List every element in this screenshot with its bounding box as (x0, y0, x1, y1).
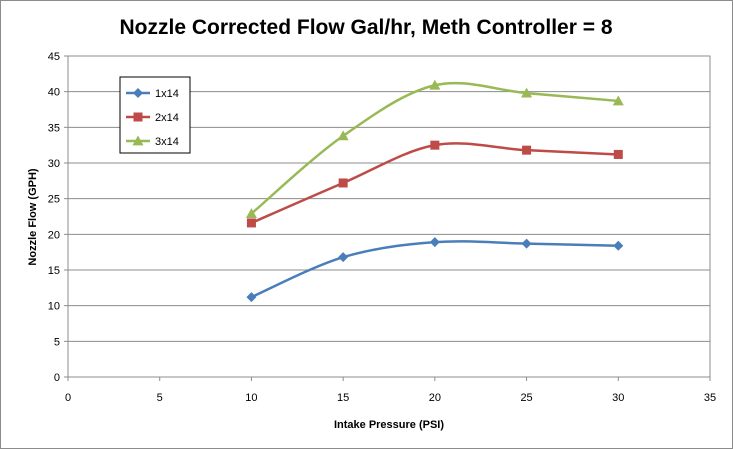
legend-entry: 2x14 (126, 112, 179, 124)
y-tick-label: 5 (54, 336, 60, 348)
data-point (338, 252, 349, 263)
legend-marker (133, 112, 143, 122)
data-point (430, 140, 440, 150)
legend-entry: 3x14 (126, 135, 179, 148)
y-tick-label: 30 (48, 158, 60, 170)
data-point (338, 178, 348, 188)
axis-ticks: 0 5 10 15 20 25 30 35 40 45 0 5 10 15 20 25 30 35 (48, 51, 716, 404)
y-tick-label: 45 (48, 51, 60, 63)
y-tick-label: 15 (48, 265, 60, 277)
legend-label: 1x14 (155, 88, 179, 100)
legend-label: 2x14 (155, 112, 179, 124)
data-point (612, 95, 624, 106)
series-line (250, 240, 619, 299)
data-point (246, 218, 256, 228)
chart-title: Nozzle Corrected Flow Gal/hr, Meth Contr… (120, 16, 613, 39)
legend-entry: 1x14 (126, 88, 179, 100)
data-point (429, 237, 440, 248)
y-tick-label: 25 (48, 194, 60, 206)
plot-area (67, 55, 711, 378)
y-axis-title: Nozzle Flow (GPH) (27, 168, 39, 266)
data-point (245, 208, 257, 219)
data-point (521, 87, 533, 98)
y-tick-label: 35 (48, 122, 60, 134)
y-tick-label: 0 (54, 372, 60, 384)
series-3x14 (245, 79, 624, 219)
series-2x14 (246, 140, 623, 228)
data-point (337, 130, 349, 141)
data-point (522, 145, 532, 155)
data-point (246, 292, 257, 303)
legend: 1x14 2x14 3x14 (119, 76, 191, 154)
x-tick-label: 25 (520, 392, 532, 404)
y-tick-label: 20 (48, 229, 60, 241)
data-point (613, 149, 623, 159)
legend-label: 3x14 (155, 136, 179, 148)
y-tick-label: 10 (48, 301, 60, 313)
data-point (613, 240, 624, 251)
x-tick-label: 10 (245, 392, 257, 404)
x-tick-label: 15 (337, 392, 349, 404)
x-tick-label: 30 (612, 392, 624, 404)
x-tick-label: 20 (429, 392, 441, 404)
series-1x14 (246, 237, 624, 303)
data-point (429, 79, 441, 90)
x-tick-label: 35 (704, 392, 716, 404)
series-layer (245, 79, 624, 303)
x-tick-label: 0 (65, 392, 71, 404)
legend-marker (132, 135, 144, 146)
series-line (250, 142, 619, 225)
x-tick-label: 5 (157, 392, 163, 404)
data-point (521, 238, 532, 249)
legend-marker (133, 88, 143, 98)
x-axis-title: Intake Pressure (PSI) (334, 419, 444, 431)
y-tick-label: 40 (48, 87, 60, 99)
